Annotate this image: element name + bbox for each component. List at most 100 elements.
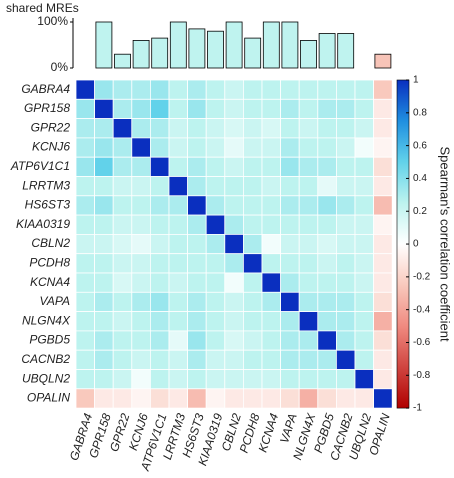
heat-cell [242,79,263,100]
heat-cell [261,233,282,255]
y-tick-label: HS6ST3 [25,198,71,212]
heat-cell [187,98,207,120]
bar-tick-label: 100% [37,14,68,28]
heat-cell [261,369,282,390]
heat-cell [354,233,375,255]
heat-cell [335,253,356,274]
heat-cell [280,291,300,312]
heat-cell [317,98,337,120]
colorbar-tick-label: -0.4 [413,304,431,315]
y-tick-label: VAPA [40,294,70,308]
heat-cell [317,156,337,177]
heat-cell [131,272,151,293]
heat-cell [298,291,319,312]
heat-cell [317,79,337,100]
heat-cell [261,195,282,216]
heat-cell [149,118,170,139]
heat-cell [298,137,319,158]
heat-cell [224,195,244,216]
heat-cell [261,272,282,293]
heat-cell [317,195,337,216]
heat-cell [149,137,170,158]
heat-cell [131,311,151,332]
heat-cell [335,137,356,158]
heat-cell [280,214,300,235]
heat-cell [168,98,189,120]
heat-cell [131,330,151,351]
heat-cell [317,330,337,351]
y-tick-label: KCNJ6 [32,140,70,154]
heat-cell [298,176,319,197]
y-tick-label: OPALIN [27,391,70,405]
heat-cell [187,195,207,216]
bar [225,21,243,69]
heat-cell [187,369,207,390]
heat-cell [149,369,170,390]
heat-cell [317,253,337,274]
heat-cell [335,233,356,255]
heat-cell [75,137,96,158]
heat-cell [298,118,319,139]
y-tick-label: KIAA0319 [16,217,70,231]
heat-cell [261,98,282,120]
heat-cell [261,176,282,197]
heat-cell [280,79,300,100]
heat-cell [261,79,282,100]
heat-cell [335,311,356,332]
heat-cell [168,272,189,293]
heat-cell [261,156,282,177]
y-tick-label: GPR158 [24,101,70,115]
heat-cell [280,98,300,120]
heat-cell [168,118,189,139]
heat-cell [242,349,263,370]
heat-cell [317,214,337,235]
heat-cell [298,253,319,274]
heat-cell [94,79,114,100]
heat-cell [317,388,337,409]
heat-cell [75,253,96,274]
bar [188,28,206,69]
heat-cell [280,195,300,216]
heat-cell [224,330,244,351]
heat-cell [205,98,226,120]
heat-cell [335,272,356,293]
heat-cell [168,253,189,274]
heat-cell [242,388,263,409]
heat-cell [131,369,151,390]
heat-cell [354,330,375,351]
heat-cell [149,330,170,351]
heat-cell [131,291,151,312]
heat-cell [131,98,151,120]
heat-cell [373,253,393,274]
heat-cell [75,79,96,100]
heat-cell [280,118,300,139]
heat-cell [112,118,133,139]
heat-cell [354,253,375,274]
heat-cell [242,118,263,139]
heat-cell [242,137,263,158]
heat-cell [149,388,170,409]
heat-cell [94,195,114,216]
heat-cell [280,330,300,351]
heat-cell [373,272,393,293]
heat-cell [335,156,356,177]
heat-cell [224,137,244,158]
heat-cell [280,311,300,332]
heat-cell [224,79,244,100]
heat-cell [373,388,393,409]
heat-cell [187,330,207,351]
heat-cell [224,272,244,293]
heat-cell [224,98,244,120]
heat-cell [94,369,114,390]
heat-cell [205,233,226,255]
heat-cell [75,272,96,293]
heat-cell [168,214,189,235]
heat-cell [354,79,375,100]
heat-cell [112,253,133,274]
heat-cell [298,233,319,255]
y-tick-label: CACNB2 [21,352,70,366]
y-tick-label: CBLN2 [31,236,70,250]
heat-cell [168,291,189,312]
bar-tick-label: 0% [51,60,69,74]
